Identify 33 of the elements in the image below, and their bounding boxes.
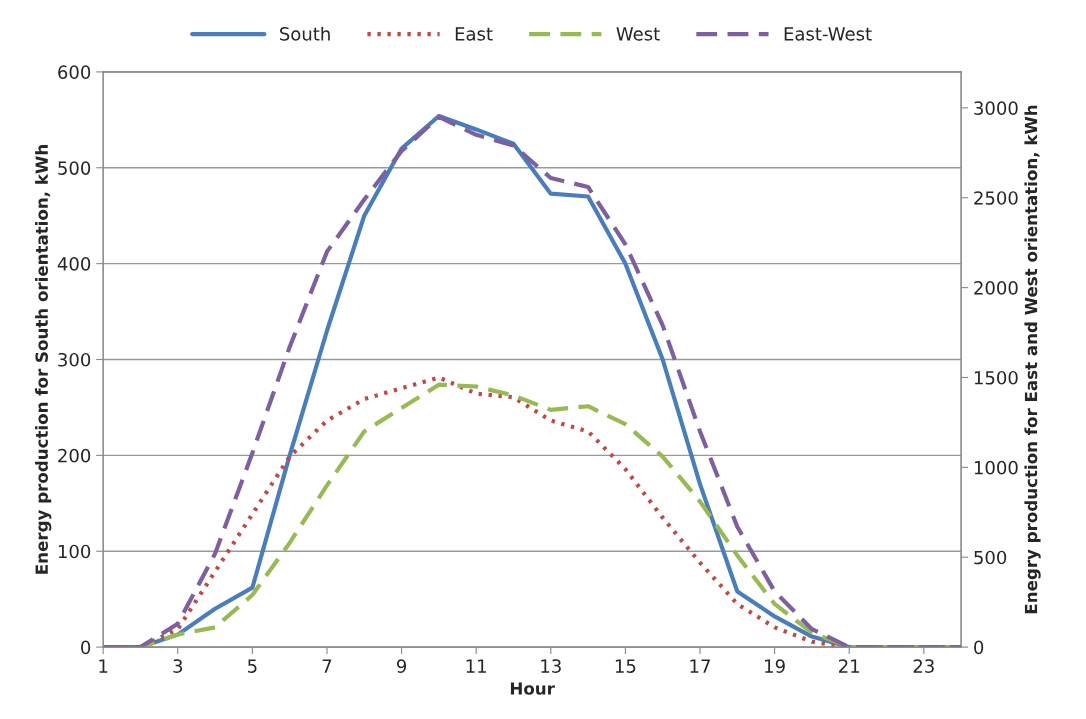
- y-tick-label: 500: [58, 161, 91, 175]
- x-tick-label: 11: [466, 659, 487, 673]
- y-tick-label: 100: [58, 544, 91, 559]
- y2-tick-label: 0: [974, 640, 984, 655]
- y2-tick-label: 1000: [974, 460, 1018, 475]
- x-tick-label: 13: [541, 659, 561, 673]
- x-axis-title: Hour: [510, 682, 555, 695]
- x-tick-label: 23: [913, 659, 934, 673]
- legend-label: East: [455, 27, 493, 41]
- x-tick-label: 3: [173, 659, 183, 673]
- y2-tick-label: 500: [974, 550, 1007, 565]
- y2-tick-label: 2500: [974, 191, 1018, 205]
- legend-label: East-West: [784, 27, 872, 41]
- y-tick-label: 600: [58, 65, 91, 80]
- x-tick-label: 19: [765, 659, 785, 673]
- x-tick-label: 15: [615, 659, 636, 673]
- x-tick-label: 1: [99, 659, 108, 673]
- y-tick-label: 400: [57, 257, 91, 271]
- y-tick-label: 300: [58, 352, 91, 367]
- y-tick-label: 200: [58, 448, 91, 463]
- y-tick-label: 0: [81, 640, 91, 655]
- x-tick-label: 21: [839, 659, 860, 673]
- x-tick-label: 5: [248, 659, 257, 673]
- x-tick-label: 17: [690, 659, 710, 673]
- x-tick-label: 9: [396, 659, 407, 673]
- y2-axis-title: Enegry production for East and West orientation, kWh: [1024, 105, 1041, 614]
- y2-tick-label: 3000: [974, 101, 1018, 115]
- legend-label: South: [280, 26, 330, 41]
- x-tick-label: 7: [322, 659, 332, 673]
- y2-tick-label: 2000: [974, 281, 1018, 295]
- y-axis-title: Energy production for South orientation, kWh: [35, 145, 52, 574]
- y2-tick-label: 1500: [974, 370, 1018, 385]
- legend-label: West: [616, 27, 660, 41]
